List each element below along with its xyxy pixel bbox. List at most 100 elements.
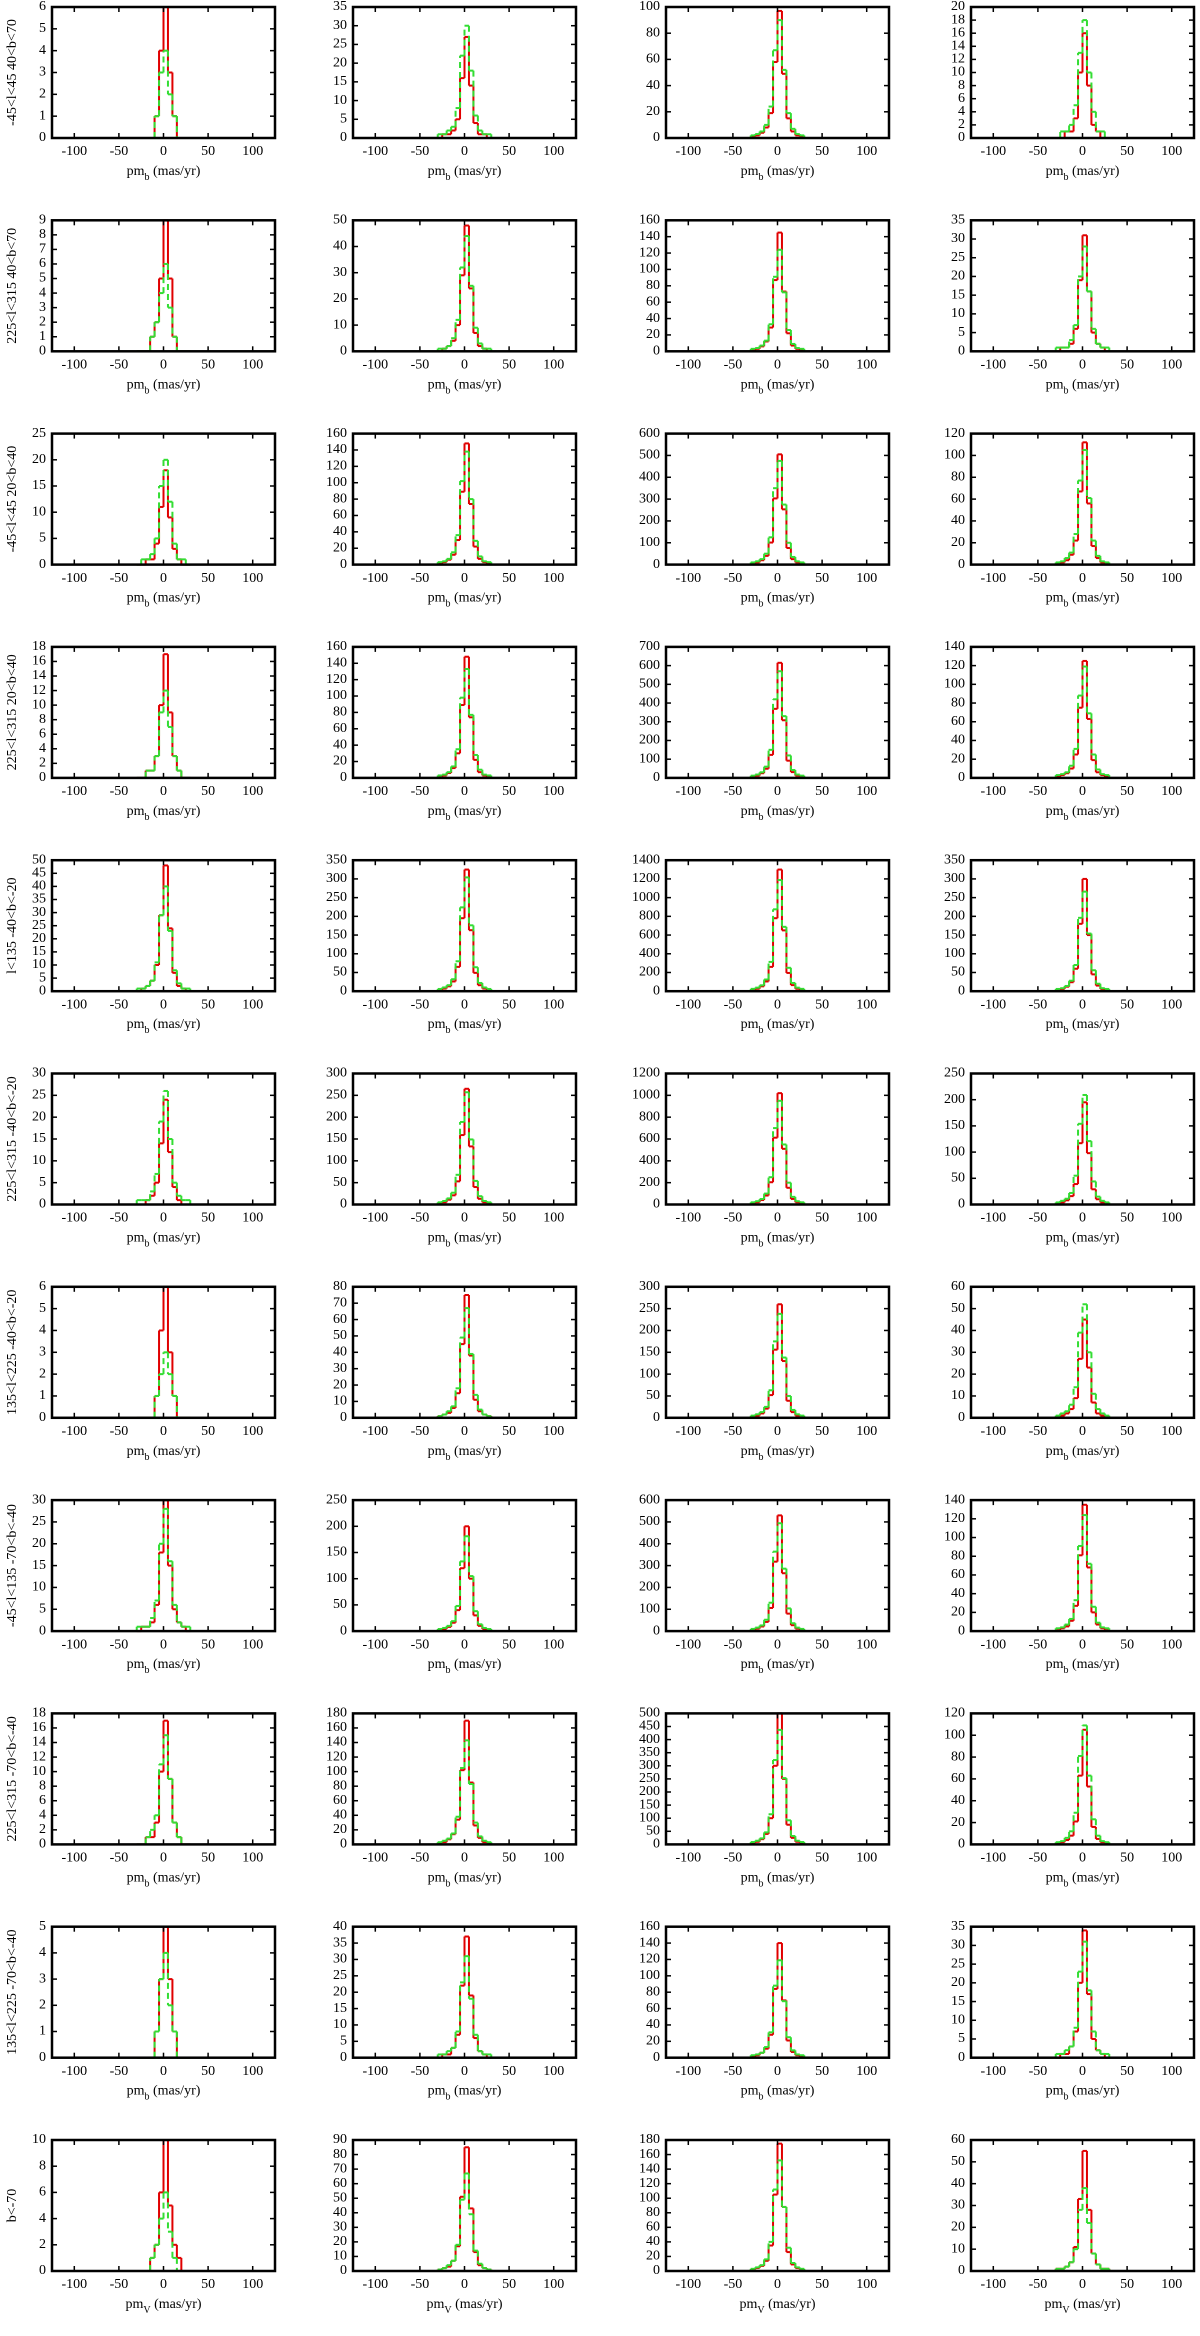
x-axis-label-main: pm <box>127 2084 145 2099</box>
x-axis-label-sub: b <box>1063 1025 1068 1036</box>
y-tick-label: 30 <box>333 1361 347 1376</box>
x-axis-label-sub: b <box>445 598 450 609</box>
x-axis-label-unit: (mas/yr) <box>763 1017 814 1032</box>
x-axis-label-sub: b <box>144 385 149 396</box>
x-axis-label: pmb (mas/yr) <box>1046 1017 1120 1036</box>
y-tick-label: 120 <box>639 245 660 260</box>
x-tick-label: 50 <box>815 784 829 799</box>
y-tick-label: 0 <box>653 1197 660 1212</box>
y-tick-label: 0 <box>653 2263 660 2278</box>
y-tick-label: 60 <box>333 508 347 523</box>
x-tick-label: 100 <box>1161 1424 1182 1439</box>
y-tick-label: 14 <box>951 39 965 54</box>
y-tick-label: 15 <box>32 1558 46 1573</box>
y-tick-label: 0 <box>340 1197 347 1212</box>
x-tick-label: 0 <box>774 997 781 1012</box>
x-axis-label: pmb (mas/yr) <box>741 1871 815 1890</box>
x-tick-label: -100 <box>980 571 1006 586</box>
y-tick-label: 6 <box>39 726 46 741</box>
y-tick-label: 2 <box>39 314 46 329</box>
y-tick-label: 5 <box>340 112 347 127</box>
x-axis-label-sub: b <box>445 172 450 183</box>
y-tick-label: 50 <box>333 213 347 228</box>
x-axis-label-sub: V <box>444 2305 452 2316</box>
x-tick-label: -100 <box>980 2277 1006 2292</box>
x-tick-label: 0 <box>1079 1424 1086 1439</box>
x-tick-label: 100 <box>242 2064 263 2079</box>
y-tick-label: 40 <box>951 2176 965 2191</box>
y-tick-label: 20 <box>333 291 347 306</box>
x-tick-label: -50 <box>724 571 743 586</box>
y-tick-label: 6 <box>39 256 46 271</box>
x-axis-label-unit: (mas/yr) <box>763 2084 814 2099</box>
y-tick-label: 20 <box>646 2034 660 2049</box>
x-axis-label: pmb (mas/yr) <box>1046 591 1120 610</box>
x-tick-label: -50 <box>411 997 430 1012</box>
x-tick-label: 100 <box>1161 2277 1182 2292</box>
x-tick-label: 0 <box>774 1851 781 1866</box>
y-tick-label: 10 <box>333 93 347 108</box>
y-tick-label: 5 <box>39 1175 46 1190</box>
y-tick-label: 0 <box>340 1410 347 1425</box>
x-axis-label: pmb (mas/yr) <box>428 1231 502 1250</box>
y-tick-label: 60 <box>646 2001 660 2016</box>
x-axis-label-main: pm <box>741 591 759 606</box>
y-tick-label: 6 <box>39 1793 46 1808</box>
x-tick-label: -100 <box>362 1424 388 1439</box>
x-tick-label: -100 <box>675 1211 701 1226</box>
x-tick-label: -100 <box>675 2277 701 2292</box>
y-tick-label: 40 <box>333 1345 347 1360</box>
x-axis-label-unit: (mas/yr) <box>1068 164 1119 179</box>
x-tick-label: 50 <box>502 358 516 373</box>
x-axis-label-unit: (mas/yr) <box>763 591 814 606</box>
x-tick-label: 100 <box>856 1851 877 1866</box>
y-tick-label: 100 <box>944 946 965 961</box>
y-tick-label: 4 <box>39 1945 46 1960</box>
y-tick-label: 0 <box>340 770 347 785</box>
x-axis-label-unit: (mas/yr) <box>149 164 200 179</box>
y-tick-label: 40 <box>951 1586 965 1601</box>
y-tick-label: 500 <box>639 1706 660 1721</box>
y-tick-label: 35 <box>951 213 965 228</box>
y-tick-label: 15 <box>951 287 965 302</box>
x-tick-label: 100 <box>543 144 564 159</box>
x-axis-label-main: pm <box>1046 1871 1064 1886</box>
x-axis-label-unit: (mas/yr) <box>1068 1017 1119 1032</box>
y-tick-label: 0 <box>340 344 347 359</box>
y-tick-label: 60 <box>951 1567 965 1582</box>
y-tick-label: 100 <box>326 688 347 703</box>
y-tick-label: 0 <box>340 557 347 572</box>
x-tick-label: -50 <box>724 997 743 1012</box>
y-tick-label: 100 <box>326 1571 347 1586</box>
y-tick-label: 400 <box>639 946 660 961</box>
y-tick-label: 40 <box>646 78 660 93</box>
x-axis-label-sub: b <box>1063 1665 1068 1676</box>
y-tick-label: 45 <box>32 866 46 881</box>
y-tick-label: 0 <box>958 344 965 359</box>
y-tick-label: 150 <box>639 1797 660 1812</box>
y-tick-label: 20 <box>333 540 347 555</box>
y-tick-label: 40 <box>951 1793 965 1808</box>
y-tick-label: 100 <box>639 751 660 766</box>
x-tick-label: 100 <box>856 358 877 373</box>
x-axis-label-sub: b <box>144 1238 149 1249</box>
x-axis-label: pmb (mas/yr) <box>741 1231 815 1250</box>
x-tick-label: -50 <box>1029 1637 1048 1652</box>
x-tick-label: 0 <box>774 144 781 159</box>
x-tick-label: 0 <box>774 358 781 373</box>
x-tick-label: -100 <box>675 144 701 159</box>
y-tick-label: 30 <box>333 18 347 33</box>
y-tick-label: 10 <box>951 2012 965 2027</box>
x-tick-label: -50 <box>110 2277 129 2292</box>
x-tick-label: -50 <box>411 1211 430 1226</box>
x-tick-label: -50 <box>411 1637 430 1652</box>
x-tick-label: -100 <box>362 997 388 1012</box>
x-tick-label: 0 <box>774 2064 781 2079</box>
x-tick-label: -50 <box>411 1424 430 1439</box>
y-tick-label: 5 <box>39 1301 46 1316</box>
y-tick-label: 50 <box>646 1824 660 1839</box>
x-tick-label: -100 <box>61 144 87 159</box>
x-tick-label: -50 <box>110 571 129 586</box>
x-tick-label: -50 <box>110 784 129 799</box>
x-axis-label-unit: (mas/yr) <box>450 164 501 179</box>
